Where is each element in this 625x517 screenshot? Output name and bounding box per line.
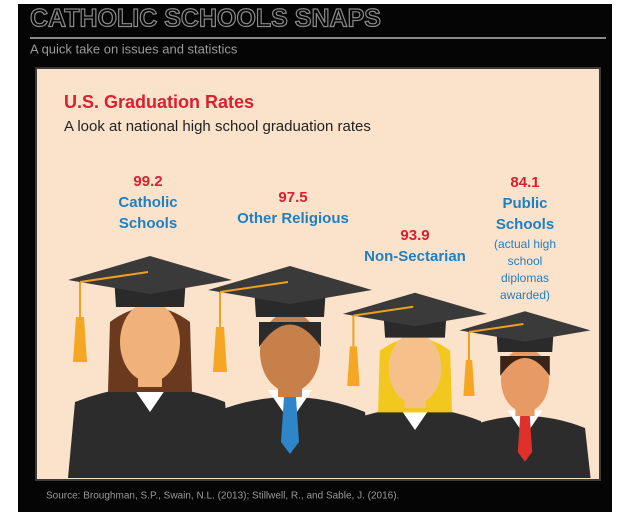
source: Source: Broughman, S.P., Swain, N.L. (20… xyxy=(46,491,399,502)
school-type: Public xyxy=(502,195,547,212)
rate-value: 84.1 xyxy=(510,174,539,191)
face xyxy=(389,333,442,403)
school-type: Non-Sectarian xyxy=(364,248,466,265)
note: awarded) xyxy=(500,288,550,302)
tie xyxy=(518,416,532,462)
rate-value: 93.9 xyxy=(400,227,429,244)
school-type: Catholic xyxy=(118,194,177,211)
header-subtitle: A quick take on issues and statistics xyxy=(30,41,238,56)
panel-subtitle: A look at national high school graduatio… xyxy=(64,118,371,135)
school-type: Schools xyxy=(496,216,554,233)
panel-title: U.S. Graduation Rates xyxy=(64,92,254,112)
note: diplomas xyxy=(501,271,549,285)
school-type: Schools xyxy=(119,215,177,232)
note: school xyxy=(508,254,543,268)
infographic: CATHOLIC SCHOOLS SNAPS A quick take on i… xyxy=(0,0,625,517)
face xyxy=(120,302,180,382)
rate-value: 99.2 xyxy=(133,173,162,190)
rate-value: 97.5 xyxy=(278,189,307,206)
school-type: Other Religious xyxy=(237,210,349,227)
header-title: CATHOLIC SCHOOLS SNAPS xyxy=(30,5,381,33)
note: (actual high xyxy=(494,237,556,251)
tie xyxy=(281,397,299,454)
